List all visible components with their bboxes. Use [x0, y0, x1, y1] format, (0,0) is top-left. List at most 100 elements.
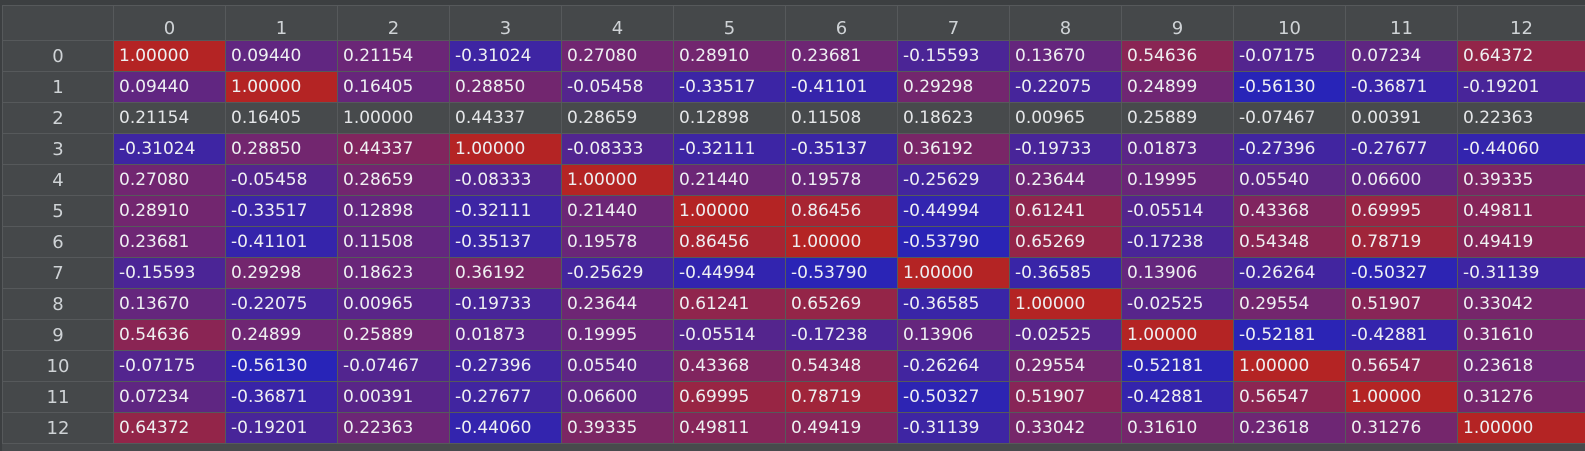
row-header[interactable]: 6 — [2, 226, 114, 258]
matrix-cell[interactable]: 0.05540 — [1233, 164, 1346, 196]
matrix-cell[interactable]: 0.31610 — [1457, 319, 1585, 351]
matrix-cell[interactable]: 0.05540 — [561, 350, 674, 382]
matrix-cell[interactable]: -0.56130 — [1233, 71, 1346, 103]
matrix-cell[interactable]: -0.27677 — [1345, 133, 1458, 165]
matrix-cell[interactable]: 0.64372 — [1457, 40, 1585, 72]
matrix-cell[interactable]: -0.44060 — [449, 412, 562, 444]
matrix-cell[interactable]: -0.53790 — [897, 226, 1010, 258]
matrix-cell[interactable]: 1.00000 — [897, 257, 1010, 289]
matrix-cell[interactable]: 0.09440 — [225, 40, 338, 72]
matrix-cell[interactable]: 0.61241 — [673, 288, 786, 320]
matrix-cell[interactable]: 0.21440 — [673, 164, 786, 196]
matrix-cell[interactable]: 0.86456 — [673, 226, 786, 258]
matrix-cell[interactable]: -0.27677 — [449, 381, 562, 413]
matrix-cell[interactable]: 0.00391 — [1345, 102, 1458, 134]
matrix-cell[interactable]: -0.32111 — [673, 133, 786, 165]
table-row[interactable]: 11 0.07234 -0.36871 0.00391 -0.27677 0.06600 0… — [2, 381, 1585, 413]
table-row[interactable]: 6 0.23681 -0.41101 0.11508 -0.35137 0.19578 0.… — [2, 226, 1585, 258]
matrix-cell[interactable]: -0.33517 — [225, 195, 338, 227]
table-row[interactable]: 7 -0.15593 0.29298 0.18623 0.36192 -0.25629 -0… — [2, 257, 1585, 289]
matrix-cell[interactable]: 0.36192 — [449, 257, 562, 289]
matrix-cell[interactable]: -0.25629 — [561, 257, 674, 289]
matrix-cell[interactable]: 0.21154 — [337, 40, 450, 72]
matrix-cell[interactable]: 0.44337 — [337, 133, 450, 165]
matrix-cell[interactable]: -0.52181 — [1121, 350, 1234, 382]
matrix-cell[interactable]: 0.51907 — [1009, 381, 1122, 413]
corner-header[interactable] — [2, 5, 114, 41]
matrix-cell[interactable]: 0.01873 — [1121, 133, 1234, 165]
matrix-cell[interactable]: 1.00000 — [1121, 319, 1234, 351]
matrix-cell[interactable]: 0.86456 — [785, 195, 898, 227]
matrix-cell[interactable]: -0.44060 — [1457, 133, 1585, 165]
matrix-cell[interactable]: 1.00000 — [561, 164, 674, 196]
matrix-cell[interactable]: 0.28910 — [113, 195, 226, 227]
table-row[interactable]: 12 0.64372 -0.19201 0.22363 -0.44060 0.39335 0… — [2, 412, 1585, 444]
matrix-cell[interactable]: -0.27396 — [449, 350, 562, 382]
matrix-cell[interactable]: -0.36585 — [897, 288, 1010, 320]
matrix-cell[interactable]: 0.16405 — [337, 71, 450, 103]
matrix-cell[interactable]: 0.00391 — [337, 381, 450, 413]
matrix-cell[interactable]: 0.11508 — [337, 226, 450, 258]
matrix-cell[interactable]: 0.23618 — [1457, 350, 1585, 382]
matrix-cell[interactable]: -0.36871 — [225, 381, 338, 413]
matrix-cell[interactable]: 0.23644 — [1009, 164, 1122, 196]
matrix-cell[interactable]: 0.51907 — [1345, 288, 1458, 320]
matrix-cell[interactable]: -0.19733 — [1009, 133, 1122, 165]
matrix-cell[interactable]: 0.27080 — [561, 40, 674, 72]
matrix-cell[interactable]: -0.31139 — [897, 412, 1010, 444]
matrix-cell[interactable]: -0.52181 — [1233, 319, 1346, 351]
matrix-cell[interactable]: -0.17238 — [1121, 226, 1234, 258]
matrix-cell[interactable]: -0.19201 — [225, 412, 338, 444]
matrix-cell[interactable]: 0.43368 — [673, 350, 786, 382]
table-row[interactable]: 0 1.00000 0.09440 0.21154 -0.31024 0.27080 0.2… — [2, 40, 1585, 72]
matrix-cell[interactable]: 1.00000 — [449, 133, 562, 165]
matrix-cell[interactable]: -0.53790 — [785, 257, 898, 289]
row-header[interactable]: 2 — [2, 102, 114, 134]
matrix-cell[interactable]: 0.06600 — [561, 381, 674, 413]
matrix-cell[interactable]: 0.56547 — [1345, 350, 1458, 382]
matrix-cell[interactable]: 0.21154 — [113, 102, 226, 134]
table-row[interactable]: 1 0.09440 1.00000 0.16405 0.28850 -0.05458 -0.… — [2, 71, 1585, 103]
matrix-cell[interactable]: 0.29298 — [897, 71, 1010, 103]
matrix-cell[interactable]: 0.19995 — [561, 319, 674, 351]
column-header[interactable]: 8 — [1009, 5, 1122, 41]
matrix-cell[interactable]: -0.56130 — [225, 350, 338, 382]
matrix-cell[interactable]: 0.69995 — [673, 381, 786, 413]
matrix-cell[interactable]: 0.64372 — [113, 412, 226, 444]
matrix-cell[interactable]: -0.41101 — [785, 71, 898, 103]
matrix-cell[interactable]: 1.00000 — [785, 226, 898, 258]
matrix-cell[interactable]: -0.36585 — [1009, 257, 1122, 289]
matrix-cell[interactable]: -0.17238 — [785, 319, 898, 351]
matrix-cell[interactable]: 0.54636 — [1121, 40, 1234, 72]
column-header[interactable]: 10 — [1233, 5, 1346, 41]
matrix-cell[interactable]: 0.19995 — [1121, 164, 1234, 196]
row-header[interactable]: 9 — [2, 319, 114, 351]
matrix-cell[interactable]: 0.23618 — [1233, 412, 1346, 444]
matrix-cell[interactable]: -0.25629 — [897, 164, 1010, 196]
matrix-cell[interactable]: 0.07234 — [1345, 40, 1458, 72]
matrix-cell[interactable]: 1.00000 — [113, 40, 226, 72]
matrix-cell[interactable]: 1.00000 — [1345, 381, 1458, 413]
matrix-cell[interactable]: -0.07467 — [337, 350, 450, 382]
matrix-cell[interactable]: -0.31024 — [449, 40, 562, 72]
matrix-cell[interactable]: 0.39335 — [561, 412, 674, 444]
matrix-cell[interactable]: -0.07175 — [1233, 40, 1346, 72]
matrix-cell[interactable]: -0.44994 — [673, 257, 786, 289]
row-header[interactable]: 3 — [2, 133, 114, 165]
matrix-cell[interactable]: -0.19201 — [1457, 71, 1585, 103]
matrix-cell[interactable]: -0.33517 — [673, 71, 786, 103]
matrix-cell[interactable]: 0.49419 — [1457, 226, 1585, 258]
table-row[interactable]: 5 0.28910 -0.33517 0.12898 -0.32111 0.21440 1.… — [2, 195, 1585, 227]
matrix-cell[interactable]: 0.18623 — [337, 257, 450, 289]
column-header[interactable]: 12 — [1457, 5, 1585, 41]
matrix-cell[interactable]: -0.31024 — [113, 133, 226, 165]
matrix-cell[interactable]: 1.00000 — [225, 71, 338, 103]
column-header[interactable]: 4 — [561, 5, 674, 41]
matrix-cell[interactable]: 0.54636 — [113, 319, 226, 351]
matrix-cell[interactable]: 0.28659 — [337, 164, 450, 196]
column-header[interactable]: 9 — [1121, 5, 1234, 41]
matrix-cell[interactable]: -0.26264 — [1233, 257, 1346, 289]
matrix-cell[interactable]: -0.02525 — [1121, 288, 1234, 320]
matrix-cell[interactable]: 0.78719 — [1345, 226, 1458, 258]
matrix-cell[interactable]: 0.01873 — [449, 319, 562, 351]
